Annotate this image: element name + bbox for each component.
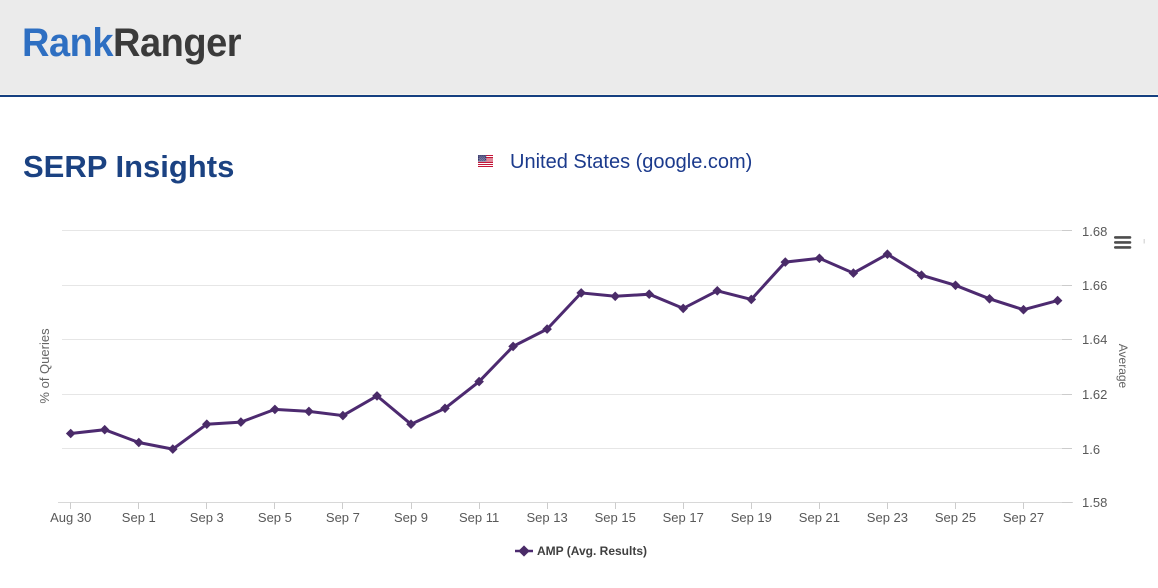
- svg-text:Sep 5: Sep 5: [258, 510, 292, 525]
- svg-text:Sep 11: Sep 11: [459, 510, 499, 525]
- svg-text:1.58: 1.58: [1082, 495, 1107, 510]
- svg-text:Sep 25: Sep 25: [935, 510, 976, 525]
- svg-text:Average: Average: [1116, 344, 1130, 389]
- svg-text:Sep 19: Sep 19: [731, 510, 772, 525]
- svg-text:Sep 1: Sep 1: [122, 510, 156, 525]
- svg-text:Sep 3: Sep 3: [190, 510, 224, 525]
- svg-text:Sep 13: Sep 13: [526, 510, 567, 525]
- svg-text:Sep 7: Sep 7: [326, 510, 360, 525]
- svg-text:1.68: 1.68: [1082, 224, 1107, 239]
- svg-text:1.6: 1.6: [1082, 442, 1100, 457]
- svg-text:Sep 17: Sep 17: [663, 510, 704, 525]
- svg-text:1.66: 1.66: [1082, 278, 1107, 293]
- svg-text:1.62: 1.62: [1082, 387, 1107, 402]
- svg-text:% of Queries: % of Queries: [37, 328, 52, 404]
- svg-text:Sep 21: Sep 21: [799, 510, 840, 525]
- svg-text:Aug 30: Aug 30: [50, 510, 91, 525]
- svg-text:1.64: 1.64: [1082, 332, 1107, 347]
- svg-text:Sep 15: Sep 15: [595, 510, 636, 525]
- svg-text:Sep 9: Sep 9: [394, 510, 428, 525]
- svg-text:AMP (Avg. Results): AMP (Avg. Results): [537, 544, 647, 558]
- svg-text:Sep 27: Sep 27: [1003, 510, 1044, 525]
- svg-text:Sep 23: Sep 23: [867, 510, 908, 525]
